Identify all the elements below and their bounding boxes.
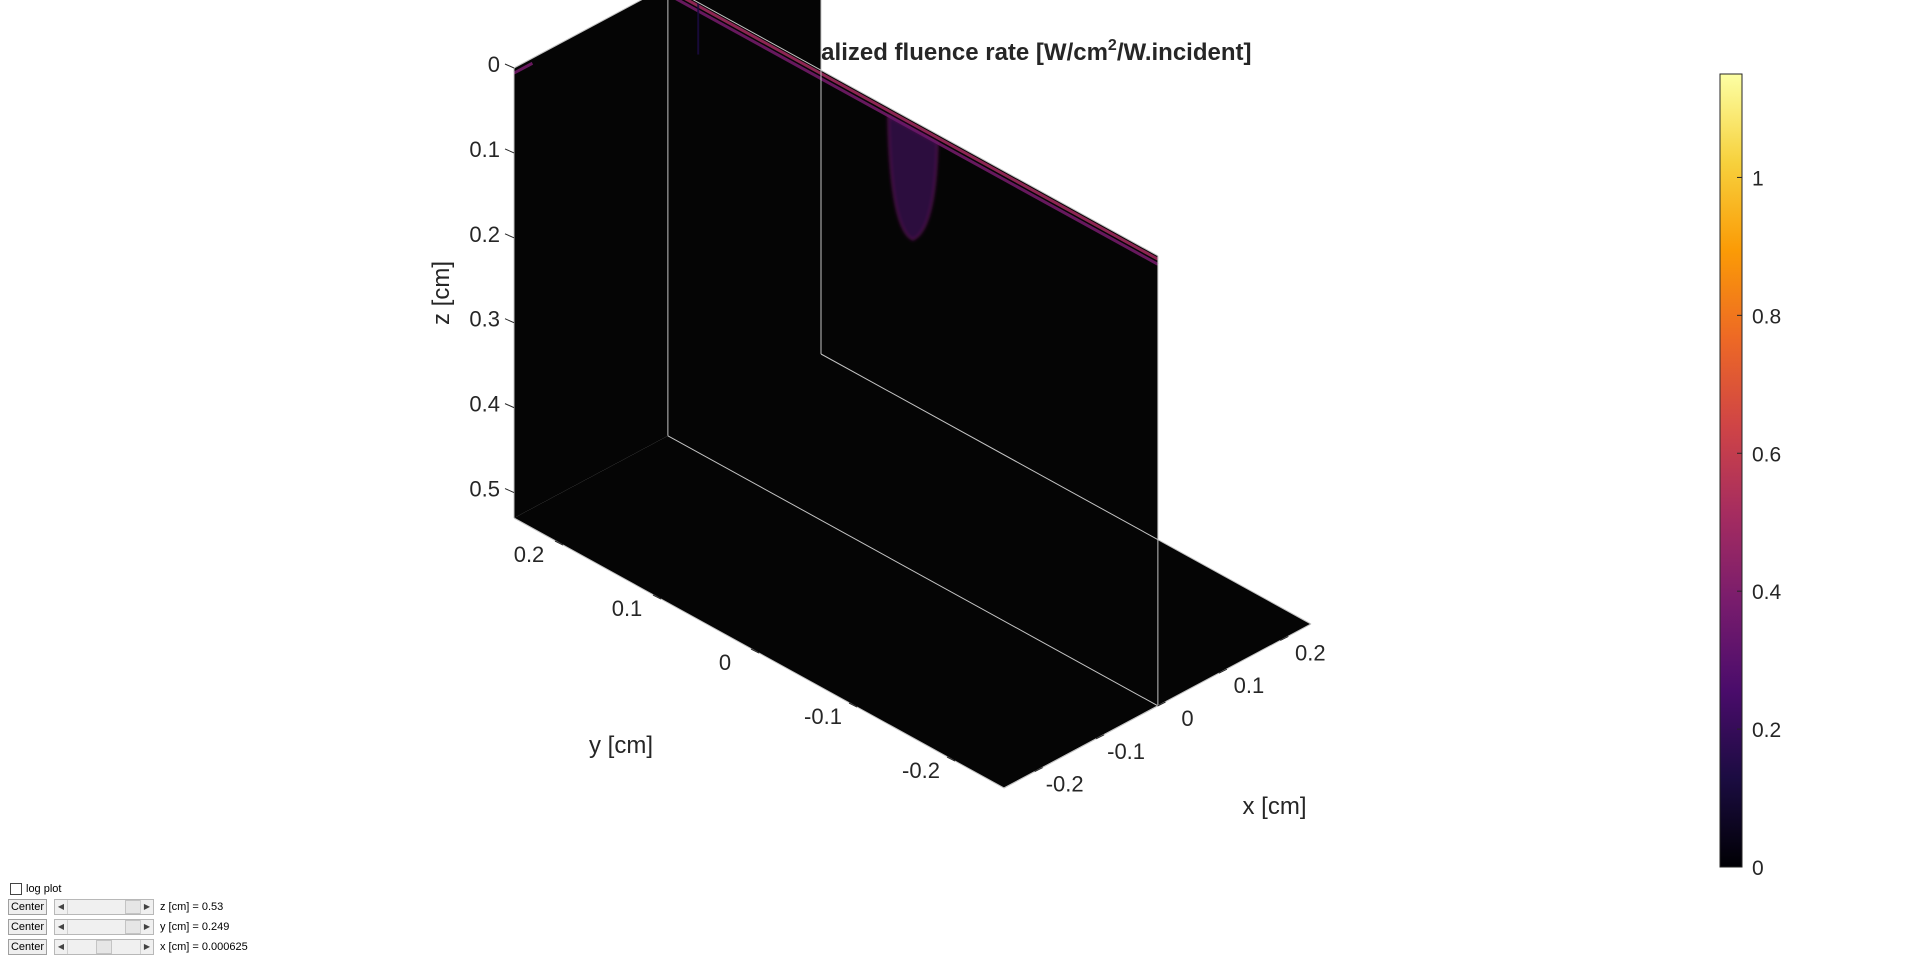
x-tick-mark — [1157, 701, 1166, 707]
z-slice-row: Center ◀ ▶ z [cm] = 0.53 — [8, 898, 223, 916]
y-tick-label: -0.1 — [804, 704, 842, 729]
x-center-button[interactable]: Center — [8, 939, 47, 955]
axis-ticks: 0 0.1 0.2 0.3 0.4 0.5 -0.2 -0.1 0 0.1 0.2 -0.2 -0.1 0… — [469, 52, 1325, 797]
x-tick-mark — [1280, 635, 1289, 641]
y-slider-thumb[interactable] — [124, 920, 141, 934]
edge-floor-front-left — [1003, 705, 1159, 789]
z-tick-mark — [504, 318, 515, 324]
z-slice-slider[interactable]: ◀ ▶ — [54, 899, 154, 915]
y-tick-mark — [554, 540, 564, 546]
colorbar-tick-label: 1 — [1752, 167, 1764, 190]
x-slice-row: Center ◀ ▶ x [cm] = 0.000625 — [8, 938, 248, 956]
log-plot-row: log plot — [8, 880, 61, 898]
colorbar-tick-label: 0.8 — [1752, 305, 1781, 328]
y-tick-label: 0.2 — [514, 542, 545, 567]
volume-slices — [514, 0, 1311, 788]
x-axis-label: x [cm] — [1243, 793, 1307, 820]
x-tick-label: 0.1 — [1234, 673, 1265, 698]
colorbar-tick-label: 0 — [1752, 857, 1764, 880]
x-slice-value: x [cm] = 0.000625 — [160, 941, 248, 953]
slider-right-arrow-icon[interactable]: ▶ — [140, 940, 153, 954]
y-slice-value: y [cm] = 0.249 — [160, 921, 230, 933]
y-slice-row: Center ◀ ▶ y [cm] = 0.249 — [8, 918, 229, 936]
y-axis-label: y [cm] — [589, 732, 653, 759]
edge-floor-right — [820, 353, 1312, 625]
edge-xslice-bottom — [667, 435, 1159, 707]
colorbar-tick-label: 0.6 — [1752, 443, 1781, 466]
z-tick-mark — [504, 403, 515, 409]
y-tick-label: 0 — [719, 650, 731, 675]
z-tick-mark — [504, 233, 515, 239]
y-tick-mark — [652, 594, 662, 600]
x-tick-label: 0.2 — [1295, 640, 1326, 665]
y-slice-slider[interactable]: ◀ ▶ — [54, 919, 154, 935]
z-center-button[interactable]: Center — [8, 899, 47, 915]
edge-xslice-top — [692, 0, 1159, 257]
x-tick-mark — [1034, 767, 1043, 773]
slider-right-arrow-icon[interactable]: ▶ — [140, 900, 153, 914]
colorbar: 0 0.2 0.4 0.6 0.8 1 — [1719, 73, 1782, 880]
z-tick-label: 0.3 — [469, 307, 500, 332]
z-axis-label: z [cm] — [428, 261, 455, 325]
y-tick-mark — [848, 702, 858, 708]
z-tick-mark — [504, 148, 515, 154]
colorbar-tick-label: 0.4 — [1752, 581, 1782, 604]
log-plot-checkbox[interactable] — [10, 883, 22, 895]
slider-left-arrow-icon[interactable]: ◀ — [55, 900, 68, 914]
z-tick-mark — [504, 63, 515, 69]
slider-left-arrow-icon[interactable]: ◀ — [55, 940, 68, 954]
z-tick-label: 0.2 — [469, 222, 500, 247]
x-slice-slider[interactable]: ◀ ▶ — [54, 939, 154, 955]
y-tick-mark — [946, 756, 956, 762]
y-center-button[interactable]: Center — [8, 919, 47, 935]
back-wall-edge-fluence — [513, 61, 534, 75]
z-slice-value: z [cm] = 0.53 — [160, 901, 224, 913]
y-tick-mark — [750, 648, 760, 654]
fluence-highlights — [513, 0, 1159, 266]
x-slider-thumb[interactable] — [96, 940, 112, 954]
chart-title: Normalized fluence rate [W/cm2/W.inciden… — [759, 37, 1252, 66]
log-plot-label: log plot — [26, 883, 62, 895]
z-tick-label: 0 — [488, 52, 500, 77]
x-slice-surface-fluence — [684, 0, 1159, 261]
z-slider-thumb[interactable] — [125, 900, 141, 914]
y-tick-label: -0.2 — [902, 758, 940, 783]
z-tick-label: 0.1 — [469, 137, 500, 162]
colorbar-tick-label: 0.2 — [1752, 719, 1781, 742]
z-tick-mark — [504, 488, 515, 493]
x-tick-label: 0 — [1181, 706, 1193, 731]
x-tick-label: -0.1 — [1107, 739, 1145, 764]
y-tick-label: 0.1 — [612, 596, 643, 621]
x-slice-face — [667, 0, 1158, 706]
x-tick-label: -0.2 — [1046, 772, 1084, 797]
x-tick-mark — [1095, 734, 1105, 740]
slider-right-arrow-icon[interactable]: ▶ — [140, 920, 153, 934]
x-tick-mark — [1218, 668, 1228, 674]
z-tick-label: 0.5 — [469, 477, 500, 502]
slider-left-arrow-icon[interactable]: ◀ — [55, 920, 68, 934]
z-tick-label: 0.4 — [469, 392, 500, 417]
beam-plume — [887, 114, 939, 241]
edge-back-top — [513, 0, 643, 69]
colorbar-gradient — [1719, 73, 1743, 868]
